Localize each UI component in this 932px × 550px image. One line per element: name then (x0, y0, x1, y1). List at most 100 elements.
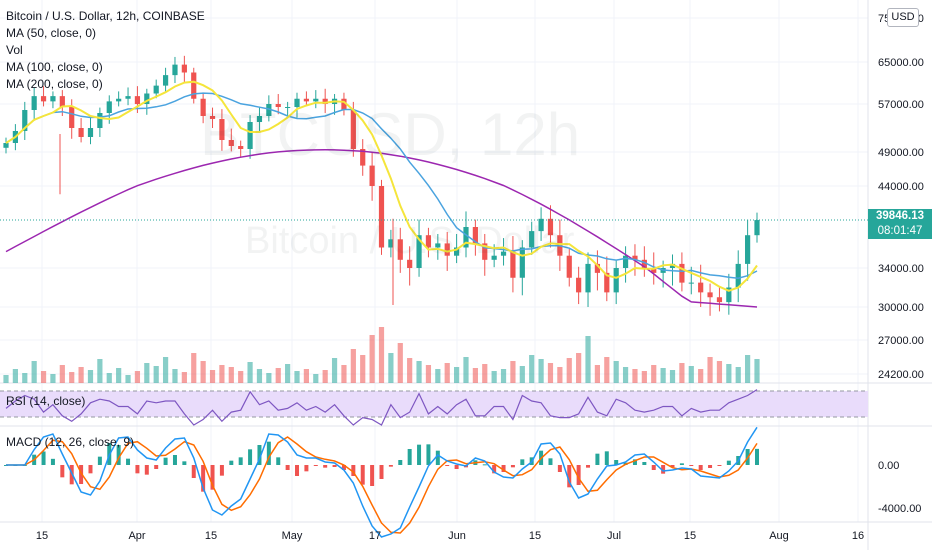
candle-body (519, 247, 525, 278)
candle-body (3, 143, 9, 148)
macd-histogram-bar (642, 462, 647, 465)
time-axis-tick-label: Jul (607, 530, 621, 542)
volume-bar (209, 370, 216, 383)
legend: Bitcoin / U.S. Dollar, 12h, COINBASE MA … (6, 8, 205, 93)
macd-histogram-bar (266, 441, 271, 465)
volume-bars (3, 327, 760, 383)
candle-body (78, 128, 84, 137)
candle-body (322, 98, 328, 104)
macd-histogram-bar (595, 453, 600, 465)
macd-histogram-bar (295, 465, 300, 476)
candle-body (735, 263, 741, 288)
volume-bar (679, 363, 685, 383)
volume-bar (454, 367, 460, 383)
macd-histogram-bar (351, 465, 356, 476)
macd-histogram-bar (332, 465, 337, 467)
legend-vol[interactable]: Vol (6, 43, 23, 57)
macd-histogram-bar (210, 465, 215, 490)
time-axis-tick-label: 15 (36, 530, 48, 542)
macd-axis-tick-label: -4000.00 (878, 503, 921, 515)
volume-bar (745, 355, 751, 383)
volume-bar (360, 355, 366, 383)
volume-bar (547, 363, 554, 383)
candle-body (444, 243, 450, 256)
candle-body (50, 96, 56, 102)
price-axis-tick-label: 34000.00 (878, 263, 924, 275)
volume-bar (341, 365, 347, 383)
candle-body (388, 239, 394, 248)
candle-body (632, 255, 638, 260)
candle-body (294, 98, 300, 107)
volume-bar (735, 367, 741, 383)
volume-bar (388, 353, 394, 383)
macd-histogram-bar (191, 465, 196, 478)
macd-histogram-bar (229, 460, 234, 465)
volume-bar (660, 368, 666, 383)
chart-title[interactable]: Bitcoin / U.S. Dollar, 12h, COINBASE (6, 9, 205, 23)
ma50-line (5, 80, 758, 292)
volume-bar (172, 369, 178, 383)
candle-body (22, 110, 28, 131)
candle-body (622, 255, 629, 268)
candle-body (454, 247, 460, 256)
macd-histogram-bar (79, 465, 84, 484)
candle-body (594, 263, 601, 273)
macd-histogram-bar (341, 465, 346, 470)
candle-body (303, 98, 309, 102)
legend-ma200[interactable]: MA (200, close, 0) (6, 77, 103, 91)
volume-bar (181, 372, 187, 383)
macd-histogram-bar (276, 457, 281, 465)
macd-axis-tick-label: 0.00 (878, 460, 899, 472)
macd-histogram-bar (323, 465, 328, 468)
currency-badge[interactable]: USD (887, 8, 919, 27)
ma100-line (5, 92, 758, 279)
macd-histogram-bar (717, 465, 722, 466)
macd-histogram-bar (661, 465, 666, 474)
volume-bar (472, 368, 478, 383)
candle-body (688, 282, 694, 284)
legend-ma100[interactable]: MA (100, close, 0) (6, 60, 103, 74)
macd-histogram-bar (97, 456, 102, 465)
time-axis-tick-label: 15 (529, 530, 541, 542)
volume-bar (350, 349, 356, 383)
candle-body (566, 255, 572, 278)
legend-rsi[interactable]: RSI (14, close) (6, 394, 86, 408)
volume-bar (322, 370, 328, 383)
time-axis-tick-label: 17 (369, 530, 381, 542)
macd-histogram-bar (604, 451, 609, 465)
volume-bar (594, 365, 601, 383)
legend-macd[interactable]: MACD (12, 26, close, 9) (6, 435, 135, 449)
candle-body (200, 98, 206, 116)
candle-body (500, 251, 507, 256)
macd-histogram-bar (88, 465, 93, 474)
candle-body (369, 165, 375, 186)
legend-ma50[interactable]: MA (50, close, 0) (6, 26, 97, 40)
volume-bar (331, 358, 338, 383)
macd-histogram-bar (388, 465, 393, 467)
candle-body (604, 272, 610, 293)
macd-histogram-bar (360, 465, 365, 485)
volume-bar (50, 374, 56, 383)
volume-bar (632, 369, 638, 383)
volume-bar (622, 367, 629, 383)
candle-body (191, 72, 197, 99)
time-axis-tick-label: Apr (128, 530, 145, 542)
volume-bar (463, 357, 469, 383)
macd-histogram-bar (726, 460, 731, 465)
time-axis-tick-label: 15 (684, 530, 696, 542)
candle-body (482, 243, 488, 260)
macd-histogram-bar (708, 465, 713, 468)
macd-histogram-bar (172, 455, 177, 465)
macd-line (6, 426, 758, 538)
volume-bar (294, 371, 300, 383)
macd-histogram-bar (201, 465, 206, 492)
candle-body (172, 64, 178, 76)
time-axis-tick-label: Jun (448, 530, 466, 542)
countdown-value: 08:01:47 (877, 225, 923, 237)
price-axis-tick-label: 30000.00 (878, 302, 924, 314)
volume-bar (726, 364, 732, 383)
macd-histogram-bar (313, 465, 318, 466)
candle-body (181, 64, 187, 73)
price-axis-tick-label: 65000.00 (878, 57, 924, 69)
